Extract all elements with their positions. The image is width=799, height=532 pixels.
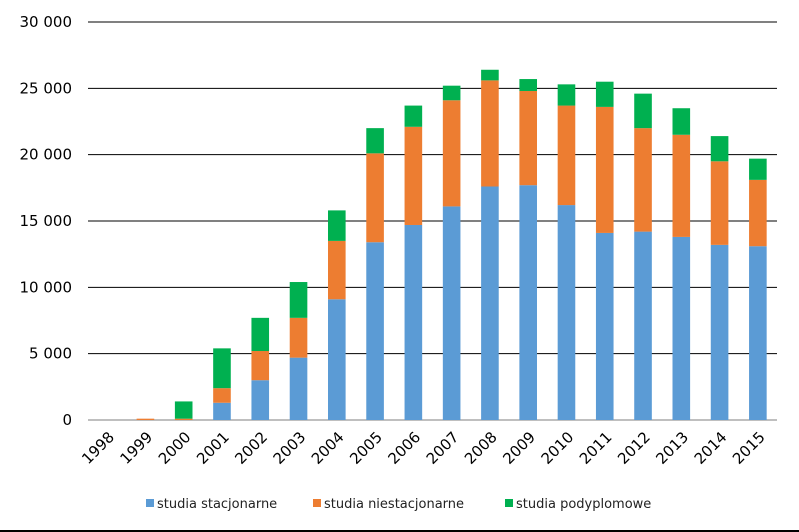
bar-segment-3-2006 <box>404 105 423 127</box>
bar-segment-2-1999 <box>136 418 155 420</box>
bar-segment-1-2001 <box>213 402 231 420</box>
y-tick-label: 5 000 <box>29 345 72 363</box>
bar-segment-1-2005 <box>366 242 384 420</box>
x-tick-label: 2005 <box>346 428 386 468</box>
x-tick-label: 2008 <box>461 428 501 468</box>
bar-segment-2-2012 <box>634 128 652 232</box>
bar-segment-1-2002 <box>251 380 270 420</box>
bar-segment-1-2015 <box>749 246 767 420</box>
x-tick-label: 2007 <box>423 428 463 468</box>
y-tick-label: 20 000 <box>20 146 73 164</box>
bar-segment-1-2004 <box>328 299 346 420</box>
x-tick-label: 2011 <box>576 428 616 468</box>
bar-segment-2-2007 <box>442 100 461 207</box>
x-tick-label: 2006 <box>384 428 424 468</box>
bar-segment-3-2001 <box>213 348 231 389</box>
bar-segment-3-2015 <box>749 158 767 180</box>
bar-segment-1-2014 <box>710 244 729 420</box>
bar-segment-1-2012 <box>634 231 652 420</box>
bar-segment-3-2005 <box>366 128 384 154</box>
legend-swatch <box>505 499 513 507</box>
legend-label: studia podyplomowe <box>516 497 651 512</box>
legend-swatch <box>313 499 321 507</box>
bar-segment-2-2015 <box>749 179 767 247</box>
x-axis-ticks: 1998199920002001200220032004200520062007… <box>78 428 768 468</box>
bar-segment-3-2008 <box>481 69 499 81</box>
bar-segment-2-2002 <box>251 351 270 381</box>
bar-segment-2-2009 <box>519 90 537 186</box>
bar-segment-3-2000 <box>174 401 193 419</box>
bar-segment-2-2011 <box>595 106 614 233</box>
y-tick-label: 10 000 <box>20 278 73 296</box>
x-tick-label: 2009 <box>499 428 539 468</box>
x-tick-label: 2001 <box>193 428 233 468</box>
bar-segment-3-2010 <box>557 84 576 106</box>
bar-segment-3-2009 <box>519 79 537 91</box>
bar-segment-2-2000 <box>174 418 193 420</box>
bar-segment-1-2006 <box>404 224 423 420</box>
x-tick-label: 2012 <box>614 428 654 468</box>
bar-segment-1-2007 <box>442 206 461 420</box>
bar-segment-3-2004 <box>328 210 346 241</box>
y-tick-label: 30 000 <box>20 13 73 31</box>
y-tick-label: 25 000 <box>20 79 73 97</box>
x-tick-label: 2014 <box>691 428 731 468</box>
bar-segment-2-2008 <box>481 80 499 187</box>
x-tick-label: 2003 <box>270 428 310 468</box>
x-tick-label: 2004 <box>308 428 348 468</box>
bar-segment-2-2013 <box>672 134 691 237</box>
bar-segment-1-2010 <box>557 205 576 420</box>
bar-segment-2-2006 <box>404 126 423 225</box>
bar-segment-2-2010 <box>557 105 576 206</box>
bar-segment-1-2003 <box>289 357 308 420</box>
bar-segment-2-2014 <box>710 161 729 245</box>
x-tick-label: 2000 <box>155 428 195 468</box>
bars <box>136 69 767 420</box>
bar-segment-3-2011 <box>595 81 614 107</box>
bar-segment-3-2007 <box>442 85 461 101</box>
bar-segment-3-2014 <box>710 136 729 162</box>
bar-segment-2-2001 <box>213 388 231 403</box>
bar-segment-3-2012 <box>634 93 652 129</box>
legend-label: studia stacjonarne <box>157 497 277 512</box>
bar-segment-2-2003 <box>289 317 308 358</box>
y-axis-ticks: 0 5 000 10 000 15 000 20 000 25 000 30 000 <box>20 13 73 429</box>
x-tick-label: 1999 <box>117 428 157 468</box>
y-tick-label: 0 <box>62 411 72 429</box>
bar-segment-2-2004 <box>328 240 346 300</box>
bar-segment-1-2011 <box>595 232 614 420</box>
bar-segment-1-2009 <box>519 185 537 420</box>
x-tick-label: 2010 <box>538 428 578 468</box>
bar-segment-3-2013 <box>672 108 691 135</box>
legend-swatch <box>146 499 154 507</box>
x-tick-label: 2002 <box>231 428 271 468</box>
bar-segment-3-2003 <box>289 282 308 318</box>
bar-segment-3-2002 <box>251 317 270 352</box>
bar-segment-2-2005 <box>366 153 384 243</box>
y-tick-label: 15 000 <box>20 212 73 230</box>
gridlines <box>88 21 777 421</box>
x-tick-label: 2015 <box>729 428 769 468</box>
x-tick-label: 1998 <box>78 428 118 468</box>
legend-label: studia niestacjonarne <box>324 497 464 512</box>
x-tick-label: 2013 <box>652 428 692 468</box>
bar-segment-1-2013 <box>672 236 691 420</box>
legend: studia stacjonarne studia niestacjonarne s… <box>146 497 651 512</box>
bar-segment-1-2008 <box>481 186 499 420</box>
